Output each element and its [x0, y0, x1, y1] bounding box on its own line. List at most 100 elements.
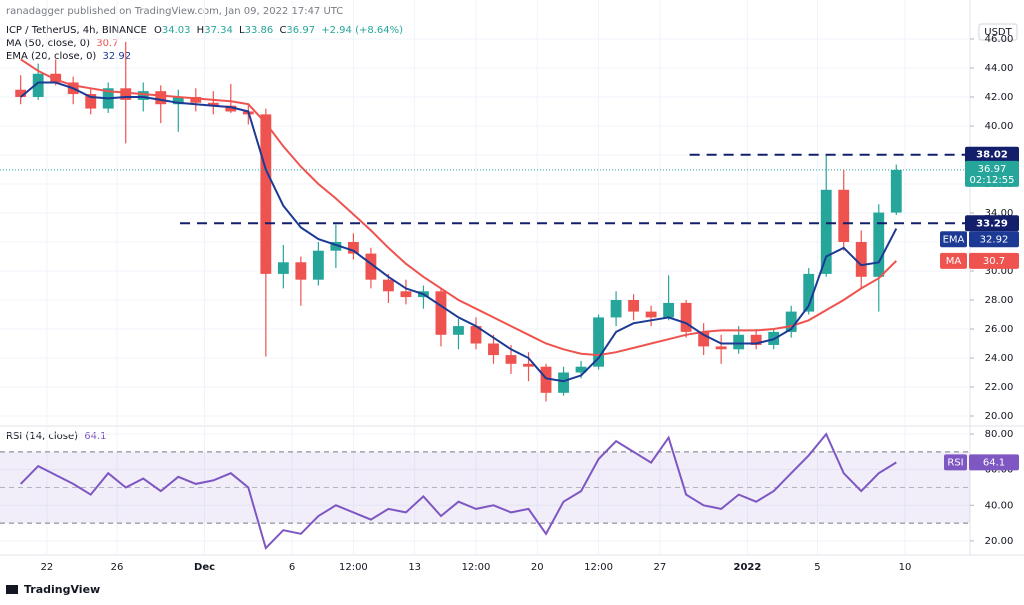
- x-tick-label: 5: [814, 562, 820, 573]
- candle-body: [663, 302, 675, 318]
- rsi-legend: RSI (14, close) 64.1: [6, 431, 107, 442]
- candle-body: [260, 114, 272, 274]
- series-tag: [969, 252, 1019, 269]
- symbol: ICP / TetherUS, 4h, BINANCE: [6, 25, 147, 36]
- candle-body: [855, 241, 867, 277]
- series-tag-name-box: [944, 454, 967, 471]
- candle-body: [453, 326, 464, 335]
- x-tick-label: 6: [289, 562, 295, 573]
- y-tick-label: 40.00: [985, 500, 1014, 511]
- series-line: [20, 58, 898, 357]
- ohlc-value: 37.34: [204, 25, 233, 36]
- y-tick-label: 42.00: [985, 92, 1014, 103]
- x-tick-label: 12:00: [462, 562, 491, 573]
- rsi-band: [0, 451, 970, 524]
- y-tick-label: 20.00: [985, 411, 1014, 422]
- candle-body: [50, 73, 62, 83]
- series-tag-name: MA: [946, 256, 962, 267]
- candle-body: [838, 189, 850, 242]
- candle-body: [435, 291, 447, 335]
- legend-value: 30.7: [96, 38, 118, 49]
- ema-legend: EMA (20, close, 0) 32.92: [6, 51, 131, 62]
- change: +2.94 (+8.64%): [321, 25, 403, 36]
- series-tag: [969, 231, 1019, 248]
- candle-body: [85, 94, 97, 109]
- ohlc-label: O: [154, 25, 162, 36]
- logo: TradingView: [6, 583, 100, 596]
- y-tick-label: 30.00: [985, 266, 1014, 277]
- ohlc-label: C: [279, 25, 286, 36]
- candle-body: [698, 331, 710, 347]
- ma-legend: MA (50, close, 0) 30.7: [6, 38, 118, 49]
- candle-body: [330, 241, 342, 251]
- legend-name: EMA (20, close, 0): [6, 51, 96, 62]
- symbol-line: ICP / TetherUS, 4h, BINANCE O34.03 H37.3…: [6, 25, 403, 36]
- y-tick-label: 22.00: [985, 382, 1014, 393]
- candle-body: [558, 372, 569, 393]
- candle-body: [32, 73, 44, 97]
- ohlc-value: 33.86: [245, 25, 274, 36]
- series-line: [20, 81, 898, 383]
- x-tick-label: 10: [899, 562, 912, 573]
- candle-body: [207, 102, 219, 106]
- candle-body: [295, 262, 307, 280]
- candle-body: [575, 366, 587, 373]
- candle-body: [225, 105, 237, 112]
- x-tick-label: 27: [653, 562, 666, 573]
- candle-body: [785, 311, 797, 332]
- y-tick-label: 26.00: [985, 324, 1014, 335]
- ohlc-label: H: [197, 25, 205, 36]
- candle-body: [750, 334, 762, 345]
- y-tick-label: 20.00: [985, 536, 1014, 547]
- publisher-line: ranadagger published on TradingView.com,…: [6, 6, 343, 17]
- candle-body: [540, 366, 552, 393]
- candle-body: [155, 91, 167, 105]
- candle-body: [347, 241, 359, 254]
- currency-box: [978, 23, 1018, 41]
- x-tick-label: Dec: [194, 562, 215, 573]
- candle-body: [382, 279, 394, 292]
- candle-body: [277, 262, 289, 274]
- level-tag-label: 33.29: [976, 218, 1008, 229]
- candle-body: [645, 311, 657, 318]
- candle-body: [488, 343, 499, 356]
- series-tag-name: RSI: [947, 457, 963, 468]
- candle-body: [505, 355, 517, 364]
- candle-body: [680, 302, 692, 332]
- candle-body: [190, 96, 202, 103]
- candle-body: [400, 291, 412, 298]
- y-tick-label: 24.00: [985, 353, 1014, 364]
- series-tag-name: EMA: [943, 234, 965, 245]
- x-tick-label: 12:00: [584, 562, 613, 573]
- logo-text: TradingView: [24, 583, 100, 596]
- legend-name: RSI (14, close): [6, 431, 78, 442]
- x-tick-label: 26: [111, 562, 124, 573]
- x-tick-label: 22: [41, 562, 54, 573]
- candle-body: [523, 363, 534, 367]
- candle-body: [365, 253, 377, 280]
- x-tick-label: 20: [531, 562, 544, 573]
- y-tick-label: 34.00: [985, 208, 1014, 219]
- ohlc-value: 36.97: [286, 25, 315, 36]
- x-tick-label: 2022: [733, 562, 761, 573]
- y-tick-label: 44.00: [985, 63, 1014, 74]
- candle-body: [873, 212, 885, 277]
- candle-body: [470, 326, 482, 344]
- series-line: [19, 432, 897, 551]
- last-price-tag: [965, 160, 1019, 187]
- series-tag-label: 64.1: [983, 457, 1005, 468]
- level-tag: [965, 215, 1019, 232]
- candle-body: [137, 91, 149, 100]
- candle-body: [610, 299, 622, 318]
- candle-body: [715, 346, 727, 350]
- series-tag-label: 30.7: [983, 256, 1005, 267]
- ohlc-label: L: [239, 25, 245, 36]
- candle-body: [890, 169, 902, 213]
- series-tag-name-box: [940, 231, 967, 248]
- candle-body: [733, 334, 745, 350]
- series-tag-label: 32.92: [980, 234, 1009, 245]
- countdown: 02:12:55: [970, 175, 1015, 186]
- candle-body: [593, 317, 604, 367]
